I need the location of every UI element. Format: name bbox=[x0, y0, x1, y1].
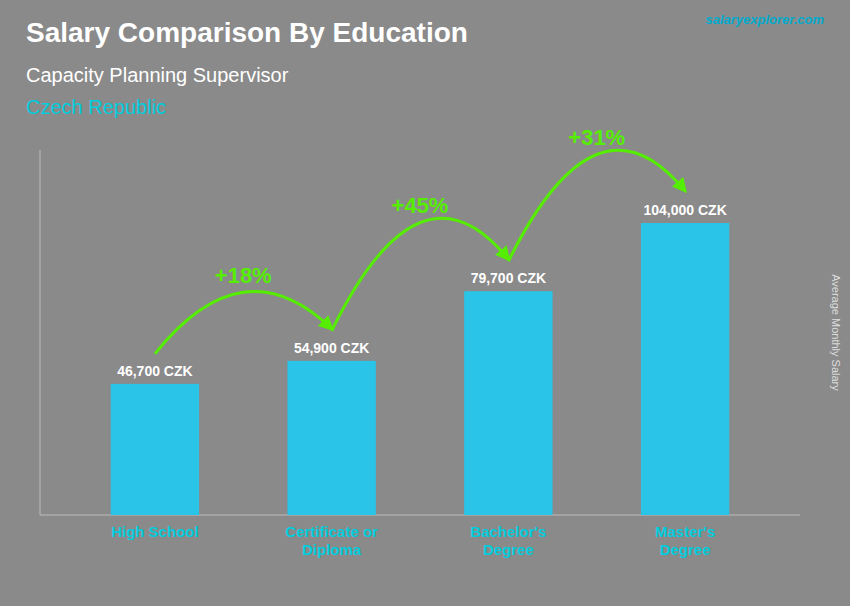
arc-arrow bbox=[332, 218, 509, 331]
annotation: +45% bbox=[392, 193, 449, 218]
x-tick-label: Bachelor'sDegree bbox=[470, 523, 546, 558]
bar bbox=[111, 384, 199, 515]
arc-arrow bbox=[508, 150, 685, 261]
x-tick-label-line: Degree bbox=[660, 541, 711, 558]
x-tick-label-line: Degree bbox=[483, 541, 534, 558]
x-tick-label-line: Bachelor's bbox=[470, 523, 546, 540]
bar bbox=[641, 223, 729, 515]
value-label: 104,000 CZK bbox=[643, 202, 726, 218]
value-label: 46,700 CZK bbox=[117, 363, 192, 379]
source: salaryexplorer.com bbox=[705, 12, 824, 27]
y-axis-line bbox=[40, 150, 41, 515]
x-tick-label: Certificate orDiploma bbox=[285, 523, 378, 558]
subtitle: Capacity Planning Supervisor bbox=[26, 64, 289, 86]
bar bbox=[464, 291, 552, 515]
chart: Salary Comparison By Education Capacity P… bbox=[0, 0, 850, 606]
value-label: 79,700 CZK bbox=[471, 270, 546, 286]
background bbox=[0, 0, 850, 606]
x-tick-label-line: High School bbox=[111, 523, 199, 540]
x-tick-label-line: Diploma bbox=[302, 541, 362, 558]
x-tick-label-line: Certificate or bbox=[285, 523, 378, 540]
annotation: +18% bbox=[215, 263, 272, 288]
value-label: 54,900 CZK bbox=[294, 340, 369, 356]
title: Salary Comparison By Education bbox=[26, 17, 468, 48]
bars bbox=[111, 223, 730, 515]
x-tick-label: High School bbox=[111, 523, 199, 540]
x-tick-label-line: Master's bbox=[655, 523, 715, 540]
subtitle: Czech Republic bbox=[26, 96, 166, 118]
annotation: +31% bbox=[568, 125, 625, 150]
y-axis-label: Average Monthly Salary bbox=[830, 274, 842, 391]
bar bbox=[287, 361, 375, 515]
x-tick-label: Master'sDegree bbox=[655, 523, 715, 558]
arc-arrow bbox=[155, 292, 332, 354]
